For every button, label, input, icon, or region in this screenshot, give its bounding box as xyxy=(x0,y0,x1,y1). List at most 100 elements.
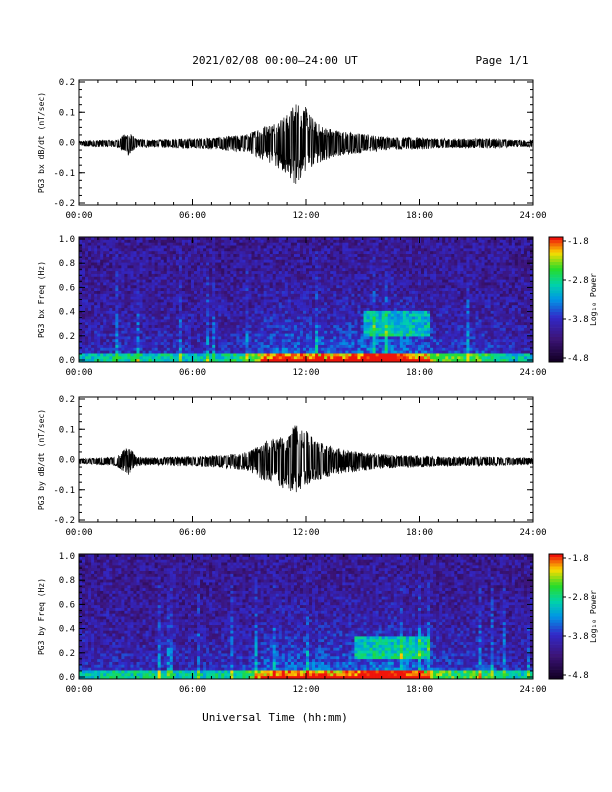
bx-spectrogram-panel-cell xyxy=(330,319,334,323)
bx-spectrogram-panel-cell xyxy=(354,330,358,334)
bx-spectrogram-panel-cell xyxy=(85,265,89,269)
bx-spectrogram-panel-cell xyxy=(260,251,264,255)
bx-spectrogram-panel-cell xyxy=(384,325,389,329)
bx-spectrogram-panel-cell xyxy=(127,293,131,297)
bx-spectrogram-panel-cell xyxy=(381,327,385,332)
bx-spectrogram-panel-cell xyxy=(197,322,201,326)
bx-spectrogram-panel-cell xyxy=(163,254,168,258)
bx-spectrogram-panel-cell xyxy=(197,342,201,346)
bx-spectrogram-panel-cell xyxy=(324,259,328,263)
bx-spectrogram-panel-cell xyxy=(242,313,246,317)
bx-spectrogram-panel-cell xyxy=(369,259,373,263)
bx-spectrogram-panel-cell xyxy=(405,299,410,303)
bx-spectrogram-panel-cell xyxy=(375,359,379,363)
bx-spectrogram-panel-cell xyxy=(321,245,325,249)
bx-spectrogram-panel-cell xyxy=(396,245,401,249)
bx-spectrogram-panel-cell xyxy=(139,265,143,269)
bx-spectrogram-panel-cell xyxy=(133,288,137,292)
bx-spectrogram-panel-cell xyxy=(390,339,395,343)
bx-spectrogram-panel-cell xyxy=(378,293,382,297)
bx-spectrogram-panel-cell xyxy=(257,262,261,266)
bx-spectrogram-panel-cell xyxy=(160,271,165,275)
bx-spectrogram-panel-cell xyxy=(212,339,216,343)
bx-spectrogram-panel-cell xyxy=(127,327,131,332)
bx-spectrogram-panel-cell xyxy=(178,344,183,349)
bx-spectrogram-panel-cell xyxy=(187,302,192,306)
bx-spectrogram-panel-cell xyxy=(227,290,231,295)
bx-spectrogram-panel-cell xyxy=(266,299,270,303)
bx-spectrogram-panel-cell xyxy=(309,262,313,266)
bx-spectrogram-panel-cell xyxy=(206,293,210,297)
bx-spectrogram-panel-cell xyxy=(315,288,319,292)
bx-spectrogram-panel-cell xyxy=(299,282,304,286)
bx-spectrogram-panel-cell xyxy=(306,350,310,354)
bx-spectrogram-panel-cell xyxy=(375,279,379,283)
bx-spectrogram-panel-cell xyxy=(248,268,252,272)
bx-spectrogram-panel-cell xyxy=(169,356,174,360)
bx-spectrogram-panel-cell xyxy=(393,256,398,261)
bx-spectrogram-panel-cell xyxy=(203,237,207,241)
bx-spectrogram-panel-cell xyxy=(115,342,119,346)
bx-spectrogram-panel-cell xyxy=(103,242,107,246)
bx-spectrogram-panel-cell xyxy=(309,265,313,269)
bx-spectrogram-panel-cell xyxy=(263,350,267,354)
bx-spectrogram-panel-cell xyxy=(166,333,171,337)
bx-spectrogram-panel-cell xyxy=(139,313,143,317)
bx-spectrogram-panel-cell xyxy=(363,319,367,323)
bx-spectrogram-panel-cell xyxy=(151,268,155,272)
bx-spectrogram-panel-cell xyxy=(345,350,349,354)
bx-spectrogram-panel-cell xyxy=(390,359,395,363)
bx-spectrogram-panel-cell xyxy=(366,327,370,332)
bx-spectrogram-panel-cell xyxy=(112,319,116,323)
bx-spectrogram-panel-cell xyxy=(333,322,337,326)
bx-spectrogram-panel-cell xyxy=(333,325,337,329)
bx-spectrogram-panel-cell xyxy=(306,353,310,357)
bx-spectrogram-panel-cell xyxy=(139,299,143,303)
bx-spectrogram-panel-cell xyxy=(97,350,101,354)
bx-spectrogram-panel-cell xyxy=(375,319,379,323)
bx-spectrogram-panel-cell xyxy=(221,308,225,312)
bx-spectrogram-panel-cell xyxy=(296,262,301,266)
bx-spectrogram-panel-cell xyxy=(115,262,119,266)
bx-spectrogram-panel-cell xyxy=(351,282,355,286)
bx-spectrogram-panel-cell xyxy=(387,330,392,334)
bx-spectrogram-panel-cell xyxy=(345,271,349,275)
bx-spectrogram-panel-cell xyxy=(321,268,325,272)
bx-spectrogram-panel-cell xyxy=(342,256,346,261)
bx-spectrogram-panel-cell xyxy=(181,350,186,354)
bx-spectrogram-panel-cell xyxy=(200,333,204,337)
bx-spectrogram-panel-cell xyxy=(339,302,343,306)
bx-spectrogram-panel-cell xyxy=(296,271,301,275)
bx-spectrogram-panel-cell xyxy=(233,293,237,297)
bx-spectrogram-panel-cell xyxy=(118,310,122,314)
bx-spectrogram-panel-cell xyxy=(139,305,143,309)
bx-spectrogram-panel-cell xyxy=(194,319,198,323)
bx-spectrogram-panel-cell xyxy=(221,313,225,317)
bx-spectrogram-panel-cell xyxy=(245,347,249,351)
bx-spectrogram-panel-cell xyxy=(266,322,270,326)
bx-spectrogram-panel-cell xyxy=(408,347,413,351)
bx-spectrogram-panel-cell xyxy=(242,273,246,278)
bx-spectrogram-panel-cell xyxy=(315,302,319,306)
bx-spectrogram-panel-cell xyxy=(339,265,343,269)
bx-spectrogram-panel-cell xyxy=(354,313,358,317)
bx-spectrogram-panel-cell xyxy=(148,342,152,346)
bx-spectrogram-panel-cell xyxy=(269,239,274,243)
bx-spectrogram-panel-cell xyxy=(396,262,401,266)
bx-spectrogram-panel-cell xyxy=(384,299,389,303)
bx-spectrogram-panel-cell xyxy=(88,313,92,317)
bx-spectrogram-panel-cell xyxy=(363,339,367,343)
bx-spectrogram-panel-cell xyxy=(402,242,407,246)
bx-spectrogram-panel-cell xyxy=(248,342,252,346)
bx-spectrogram-panel-cell xyxy=(284,313,289,317)
bx-spectrogram-panel-cell xyxy=(157,262,162,266)
bx-spectrogram-panel-cell xyxy=(324,262,328,266)
bx-spectrogram-panel-cell xyxy=(200,254,204,258)
bx-spectrogram-panel-cell xyxy=(387,296,392,300)
bx-spectrogram-panel-cell xyxy=(91,313,95,317)
bx-spectrogram-panel-cell xyxy=(79,268,83,272)
bx-spectrogram-panel-cell xyxy=(402,282,407,286)
bx-spectrogram-panel-cell xyxy=(209,293,213,297)
bx-spectrogram-panel-cell xyxy=(321,276,325,280)
bx-spectrogram-panel-cell xyxy=(275,254,280,258)
